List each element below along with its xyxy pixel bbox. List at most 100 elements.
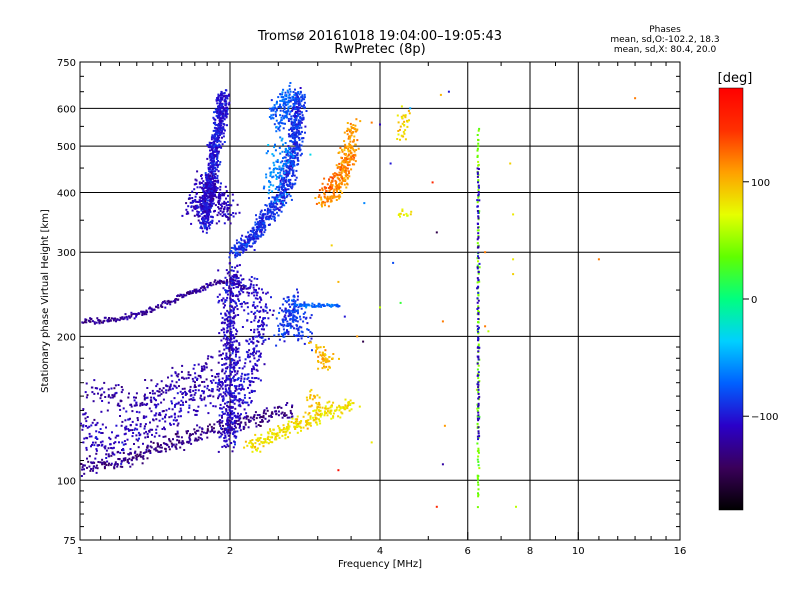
echo-point (286, 103, 289, 106)
echo-point (260, 217, 263, 220)
x-tick-label: 4 (377, 546, 383, 557)
echo-point (218, 387, 221, 390)
echo-point (280, 333, 283, 336)
echo-point (332, 190, 335, 193)
echo-point (355, 129, 358, 132)
echo-point (171, 366, 174, 369)
echo-point (222, 132, 225, 135)
echo-point (353, 150, 356, 153)
echo-point (164, 442, 167, 445)
echo-point (221, 321, 224, 324)
echo-point (302, 415, 305, 418)
echo-point (246, 401, 249, 404)
echo-point (309, 394, 312, 397)
echo-point (237, 286, 239, 289)
echo-point (178, 441, 180, 444)
echo-point (237, 277, 240, 280)
echo-point (235, 247, 238, 250)
echo-point (205, 195, 208, 197)
echo-point (245, 412, 248, 415)
echo-point (238, 385, 241, 388)
echo-point (204, 222, 207, 225)
echo-point (301, 334, 304, 337)
echo-point (217, 281, 220, 284)
echo-point (240, 248, 243, 251)
echo-point (195, 413, 198, 416)
echo-point (247, 386, 249, 389)
echo-point (99, 428, 102, 430)
echo-point (336, 190, 338, 193)
echo-point (295, 102, 298, 105)
echo-point (258, 350, 261, 353)
echo-point (227, 213, 230, 216)
echo-point (225, 356, 228, 359)
echo-point (195, 438, 198, 441)
echo-point (205, 378, 208, 381)
echo-point (286, 183, 289, 186)
echo-point (252, 231, 255, 234)
echo-point (297, 329, 300, 332)
echo-point (285, 111, 288, 114)
echo-point (248, 391, 251, 394)
echo-point (196, 290, 199, 293)
echo-point (232, 324, 235, 327)
echo-point (289, 118, 292, 121)
echo-point (209, 156, 212, 159)
echo-point (294, 156, 297, 159)
echo-point (230, 333, 232, 336)
echo-point (342, 164, 345, 167)
echo-point (283, 100, 285, 103)
echo-point (308, 304, 311, 307)
echo-point (220, 182, 222, 185)
echo-point (293, 309, 296, 311)
echo-point (277, 410, 280, 413)
echo-point (145, 397, 148, 400)
echo-point (226, 338, 229, 341)
echo-point (300, 429, 302, 432)
echo-point (135, 434, 138, 437)
echo-point (294, 152, 297, 154)
echo-point (222, 193, 225, 196)
echo-point (326, 304, 329, 307)
echo-point (289, 140, 292, 143)
echo-point (253, 368, 256, 371)
echo-point (105, 453, 108, 456)
echo-point (243, 401, 246, 404)
echo-point (288, 181, 291, 184)
echo-point (229, 325, 232, 328)
echo-point (225, 89, 228, 92)
echo-point (236, 254, 239, 257)
echo-point (289, 409, 292, 412)
echo-point (248, 245, 251, 247)
echo-point (233, 428, 236, 431)
echo-point (279, 192, 282, 195)
echo-point (264, 438, 267, 440)
echo-point (136, 453, 139, 456)
echo-point (186, 211, 189, 213)
echo-point (194, 413, 197, 416)
echo-point (232, 327, 235, 329)
echo-point (238, 293, 241, 296)
echo-point (268, 197, 270, 200)
echo-point (271, 190, 274, 193)
echo-point (301, 140, 304, 143)
echo-point (164, 450, 167, 453)
echo-point (233, 279, 236, 282)
echo-point (315, 411, 318, 414)
echo-point (289, 195, 292, 198)
echo-point (282, 127, 285, 130)
echo-point (300, 100, 303, 103)
echo-point (329, 411, 332, 414)
echo-point (153, 435, 156, 438)
echo-point (115, 424, 118, 427)
echo-point (155, 428, 158, 431)
echo-point (207, 145, 210, 148)
echo-point (231, 344, 234, 347)
echo-point (218, 136, 221, 139)
echo-point (221, 202, 224, 205)
echo-point (288, 425, 291, 428)
echo-point (259, 325, 261, 327)
echo-point (294, 124, 296, 127)
echo-point (232, 287, 235, 289)
echo-point (206, 431, 208, 434)
